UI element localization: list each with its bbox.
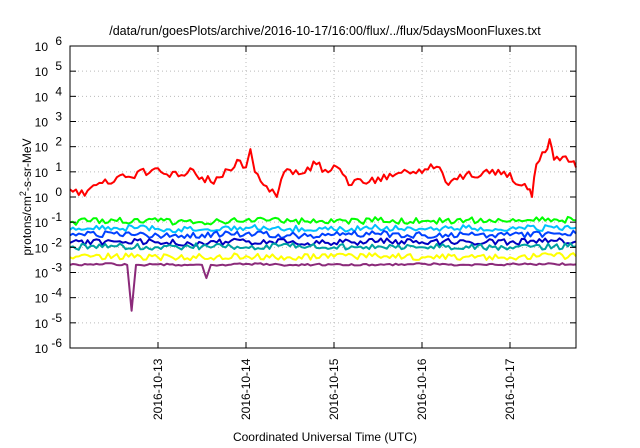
y-tick-label: 10 <box>35 342 49 356</box>
y-tick-label: 10 <box>35 292 49 306</box>
y-tick-base: 10 <box>35 292 49 306</box>
y-tick-label: 10 <box>35 267 49 281</box>
series-line-4 <box>69 237 577 247</box>
y-axis-label-main: protons/cm <box>20 196 34 255</box>
y-tick-base: 10 <box>35 90 49 104</box>
y-tick-label: 10 <box>35 40 49 54</box>
y-axis-label: protons/cm2-s-sr-MeV <box>18 138 34 255</box>
y-tick-base: 10 <box>35 267 49 281</box>
y-tick-labels: 10 -610 -510 -410 -310 -210 -110 010 110 210 310 41… <box>35 34 63 356</box>
y-tick-label: 10 <box>35 116 49 130</box>
y-tick-label: 10 <box>35 191 49 205</box>
y-tick-base: 10 <box>35 342 49 356</box>
series-layer <box>69 138 577 312</box>
y-tick-base: 10 <box>35 241 49 255</box>
series-line-2 <box>69 223 577 234</box>
y-tick-base: 10 <box>35 141 49 155</box>
y-tick-base: 10 <box>35 317 49 331</box>
x-tick-label: 2016-10-13 <box>151 358 165 420</box>
series-line-7 <box>69 262 577 312</box>
series-line-3 <box>69 229 577 240</box>
y-tick-label: 10 <box>35 166 49 180</box>
y-axis-label-rest: -s-sr-MeV <box>20 138 34 191</box>
y-tick-base: 10 <box>35 116 49 130</box>
y-tick-exponent: 0 <box>55 185 62 199</box>
series-line-1 <box>69 215 577 226</box>
x-tick-label: 2016-10-17 <box>503 358 517 420</box>
grid <box>70 46 576 348</box>
y-tick-label: 10 <box>35 216 49 230</box>
y-tick-label: 10 <box>35 65 49 79</box>
series-line-0 <box>69 138 577 198</box>
y-tick-exponent: 4 <box>55 84 62 98</box>
x-axis-label: Coordinated Universal Time (UTC) <box>233 430 417 444</box>
y-tick-exponent: 6 <box>55 34 62 48</box>
y-tick-exponent: -3 <box>51 261 62 275</box>
y-tick-base: 10 <box>35 216 49 230</box>
y-tick-base: 10 <box>35 191 49 205</box>
y-axis-label-sup: 2 <box>18 191 28 196</box>
series-line-6 <box>69 252 577 262</box>
y-tick-exponent: -4 <box>51 286 62 300</box>
y-tick-label: 10 <box>35 317 49 331</box>
y-tick-label: 10 <box>35 90 49 104</box>
y-tick-exponent: 5 <box>55 59 62 73</box>
series-line-5 <box>69 242 577 251</box>
y-tick-base: 10 <box>35 166 49 180</box>
y-tick-exponent: -2 <box>51 235 62 249</box>
ticks-layer <box>70 45 576 349</box>
y-tick-exponent: 2 <box>55 135 62 149</box>
x-tick-label: 2016-10-16 <box>415 358 429 420</box>
y-tick-base: 10 <box>35 40 49 54</box>
x-tick-labels: 2016-10-13 2016-10-14 2016-10-15 2016-10-16… <box>151 358 517 420</box>
y-tick-exponent: 3 <box>55 110 62 124</box>
chart-title: /data/run/goesPlots/archive/2016-10-17/1… <box>109 24 541 38</box>
y-tick-label: 10 <box>35 141 49 155</box>
y-tick-label: 10 <box>35 241 49 255</box>
y-tick-exponent: -5 <box>51 311 62 325</box>
plot-frame <box>69 45 577 349</box>
y-tick-exponent: 1 <box>55 160 62 174</box>
y-tick-exponent: -1 <box>51 210 62 224</box>
x-tick-label: 2016-10-15 <box>327 358 341 420</box>
x-tick-label: 2016-10-14 <box>239 358 253 420</box>
y-tick-base: 10 <box>35 65 49 79</box>
y-tick-exponent: -6 <box>51 336 62 350</box>
